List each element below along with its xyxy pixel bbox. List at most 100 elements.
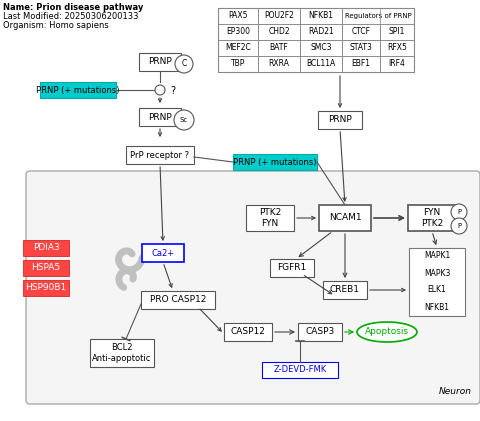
Text: PrP receptor ?: PrP receptor ?: [131, 150, 190, 160]
Bar: [224, 323, 272, 341]
Bar: [300, 8, 342, 24]
Text: BCL2
Anti-apoptotic: BCL2 Anti-apoptotic: [92, 343, 152, 363]
Bar: [218, 8, 258, 24]
Text: CASP3: CASP3: [305, 328, 335, 336]
FancyBboxPatch shape: [26, 171, 480, 404]
Bar: [300, 40, 342, 56]
Bar: [300, 8, 342, 24]
Bar: [300, 56, 342, 72]
Bar: [380, 40, 414, 56]
Text: SPI1: SPI1: [389, 27, 405, 37]
Bar: [218, 24, 258, 40]
Text: Apoptosis: Apoptosis: [365, 328, 409, 336]
Text: PAX5: PAX5: [228, 11, 248, 21]
Bar: [218, 8, 258, 24]
Bar: [23, 280, 69, 296]
Text: Ca2+: Ca2+: [151, 248, 175, 258]
Bar: [40, 82, 116, 98]
Bar: [409, 248, 465, 316]
Bar: [258, 40, 300, 56]
Bar: [319, 205, 371, 231]
Circle shape: [451, 204, 467, 220]
Text: POU2F2: POU2F2: [264, 11, 294, 21]
Circle shape: [174, 110, 194, 130]
Bar: [323, 281, 367, 299]
Text: ELK1: ELK1: [428, 285, 446, 295]
Bar: [218, 56, 258, 72]
Text: NFKB1: NFKB1: [309, 11, 334, 21]
Text: P: P: [457, 209, 461, 215]
Bar: [139, 108, 181, 126]
Ellipse shape: [357, 322, 417, 342]
Bar: [258, 24, 300, 40]
Text: BATF: BATF: [270, 43, 288, 53]
Bar: [218, 40, 258, 56]
Text: STAT3: STAT3: [349, 43, 372, 53]
Text: NFKB1: NFKB1: [309, 11, 334, 21]
Text: NFKB1: NFKB1: [424, 303, 449, 312]
Bar: [258, 56, 300, 72]
Text: C: C: [181, 59, 187, 69]
Text: Organism: Homo sapiens: Organism: Homo sapiens: [3, 21, 109, 30]
Bar: [139, 53, 181, 71]
Text: HSPA5: HSPA5: [31, 264, 60, 272]
Text: Z-DEVD-FMK: Z-DEVD-FMK: [274, 365, 326, 375]
Text: PTK2
FYN: PTK2 FYN: [259, 208, 281, 228]
Text: RFX5: RFX5: [387, 43, 407, 53]
Bar: [142, 244, 184, 262]
Text: FYN
PTK2: FYN PTK2: [421, 208, 443, 228]
Circle shape: [451, 218, 467, 234]
Text: PRO CASP12: PRO CASP12: [150, 296, 206, 304]
Bar: [258, 8, 300, 24]
Bar: [233, 154, 317, 170]
Text: MAPK1: MAPK1: [424, 251, 450, 261]
Bar: [408, 205, 456, 231]
Text: Name: Prion disease pathway: Name: Prion disease pathway: [3, 3, 144, 12]
Text: Neuron: Neuron: [439, 387, 472, 396]
Text: HSP90B1: HSP90B1: [25, 283, 67, 293]
Text: MAPK3: MAPK3: [424, 269, 450, 277]
Bar: [380, 24, 414, 40]
Text: CASP12: CASP12: [230, 328, 265, 336]
Text: EBF1: EBF1: [351, 59, 371, 69]
Text: IRF4: IRF4: [389, 59, 406, 69]
Bar: [23, 240, 69, 256]
Text: Sc: Sc: [180, 117, 188, 123]
Bar: [258, 8, 300, 24]
Bar: [342, 40, 380, 56]
Text: EP300: EP300: [226, 27, 250, 37]
Text: PRNP (+ mutations): PRNP (+ mutations): [36, 85, 120, 94]
Text: POU2F2: POU2F2: [264, 11, 294, 21]
Bar: [342, 56, 380, 72]
Text: ?: ?: [170, 86, 175, 96]
Bar: [141, 291, 215, 309]
Bar: [246, 205, 294, 231]
Text: PAX5: PAX5: [228, 11, 248, 21]
Bar: [380, 56, 414, 72]
Text: PRNP: PRNP: [328, 115, 352, 125]
Text: RAD21: RAD21: [308, 27, 334, 37]
Text: PRNP (+ mutations): PRNP (+ mutations): [233, 157, 317, 166]
Bar: [126, 146, 194, 164]
Text: CTCF: CTCF: [351, 27, 371, 37]
Text: NCAM1: NCAM1: [329, 213, 361, 223]
Text: Regulators of PRNP: Regulators of PRNP: [345, 13, 411, 19]
Text: TBP: TBP: [231, 59, 245, 69]
Text: FGFR1: FGFR1: [277, 264, 307, 272]
Circle shape: [155, 85, 165, 95]
Text: PRNP: PRNP: [148, 58, 172, 67]
Bar: [218, 8, 414, 72]
Text: P: P: [457, 223, 461, 229]
Circle shape: [175, 55, 193, 73]
Bar: [90, 339, 154, 367]
Bar: [270, 259, 314, 277]
Bar: [23, 260, 69, 276]
Bar: [298, 323, 342, 341]
Text: CREB1: CREB1: [330, 285, 360, 295]
Bar: [300, 24, 342, 40]
Text: PRNP: PRNP: [148, 112, 172, 122]
Bar: [262, 362, 338, 378]
Text: CHD2: CHD2: [268, 27, 290, 37]
Text: Last Modified: 20250306200133: Last Modified: 20250306200133: [3, 12, 139, 21]
Text: RXRA: RXRA: [268, 59, 289, 69]
